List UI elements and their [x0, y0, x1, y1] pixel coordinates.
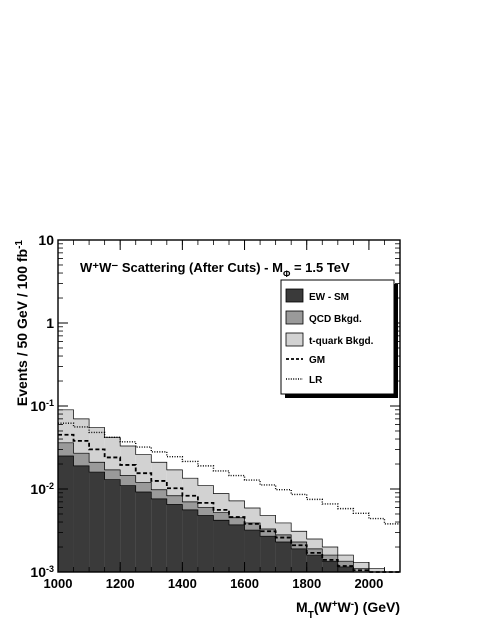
bar-ew-sm-2 — [89, 472, 105, 572]
y-axis-label: Events / 50 GeV / 100 fb-1 — [14, 240, 31, 407]
legend-label-tquark: t-quark Bkgd. — [309, 336, 374, 347]
bar-t-quark-bkgd--19 — [353, 562, 369, 572]
bar-t-quark-bkgd--20 — [368, 568, 385, 572]
bar-ew-sm-8 — [182, 509, 198, 572]
histogram-layer — [58, 409, 400, 573]
y-tick-label: 10-1 — [30, 398, 54, 414]
legend-swatch-tquark — [285, 332, 304, 347]
bar-ew-sm-17 — [322, 561, 338, 572]
bar-ew-sm-7 — [166, 504, 183, 572]
legend-swatch-ew-sm — [285, 288, 304, 303]
legend: EW - SM QCD Bkgd. t-quark Bkgd. GM LR — [280, 279, 398, 398]
x-tick-label: 1000 — [44, 576, 73, 591]
bar-ew-sm-16 — [306, 555, 323, 572]
bar-ew-sm-15 — [291, 548, 307, 572]
chart-title: W⁺W⁻ Scattering (After Cuts) - MΦ = 1.5 … — [80, 260, 350, 279]
x-tick-label: 1800 — [292, 576, 321, 591]
bar-ew-sm-5 — [135, 492, 152, 572]
bar-ew-sm-12 — [244, 530, 261, 572]
bar-ew-sm-4 — [120, 485, 136, 572]
y-tick-label: 1 — [46, 315, 54, 331]
x-tick-label: 1600 — [230, 576, 259, 591]
x-tick-label: 1400 — [168, 576, 197, 591]
bar-ew-sm-13 — [260, 536, 276, 572]
legend-label-ew-sm: EW - SM — [309, 292, 349, 303]
bar-ew-sm-9 — [197, 515, 214, 572]
y-tick-label: 10-2 — [30, 481, 54, 497]
x-axis-label: MT(W+W-) (GeV) — [296, 599, 400, 621]
bar-ew-sm-11 — [229, 524, 245, 572]
bar-ew-sm-18 — [337, 566, 354, 572]
y-tick-label: 10 — [38, 232, 54, 248]
legend-swatch-qcd — [285, 310, 304, 325]
bar-ew-sm-10 — [213, 520, 229, 572]
series-line-gm — [58, 433, 400, 573]
bar-ew-sm-6 — [151, 498, 167, 572]
x-tick-label: 1200 — [106, 576, 135, 591]
bar-ew-sm-1 — [73, 465, 90, 572]
series-line-ew-sm — [58, 455, 400, 573]
bar-ew-sm-0 — [58, 455, 74, 572]
legend-label-qcd: QCD Bkgd. — [309, 314, 362, 325]
bar-ew-sm-3 — [104, 479, 121, 572]
y-tick-label: 10-3 — [30, 564, 54, 580]
legend-label-lr: LR — [309, 375, 323, 386]
bar-ew-sm-14 — [275, 541, 292, 572]
tick-layer: 1000 1200 1400 1600 1800 2000 10-3 10-2 10-1 1 10 — [30, 232, 401, 591]
x-tick-label: 2000 — [354, 576, 383, 591]
legend-label-gm: GM — [309, 355, 325, 366]
